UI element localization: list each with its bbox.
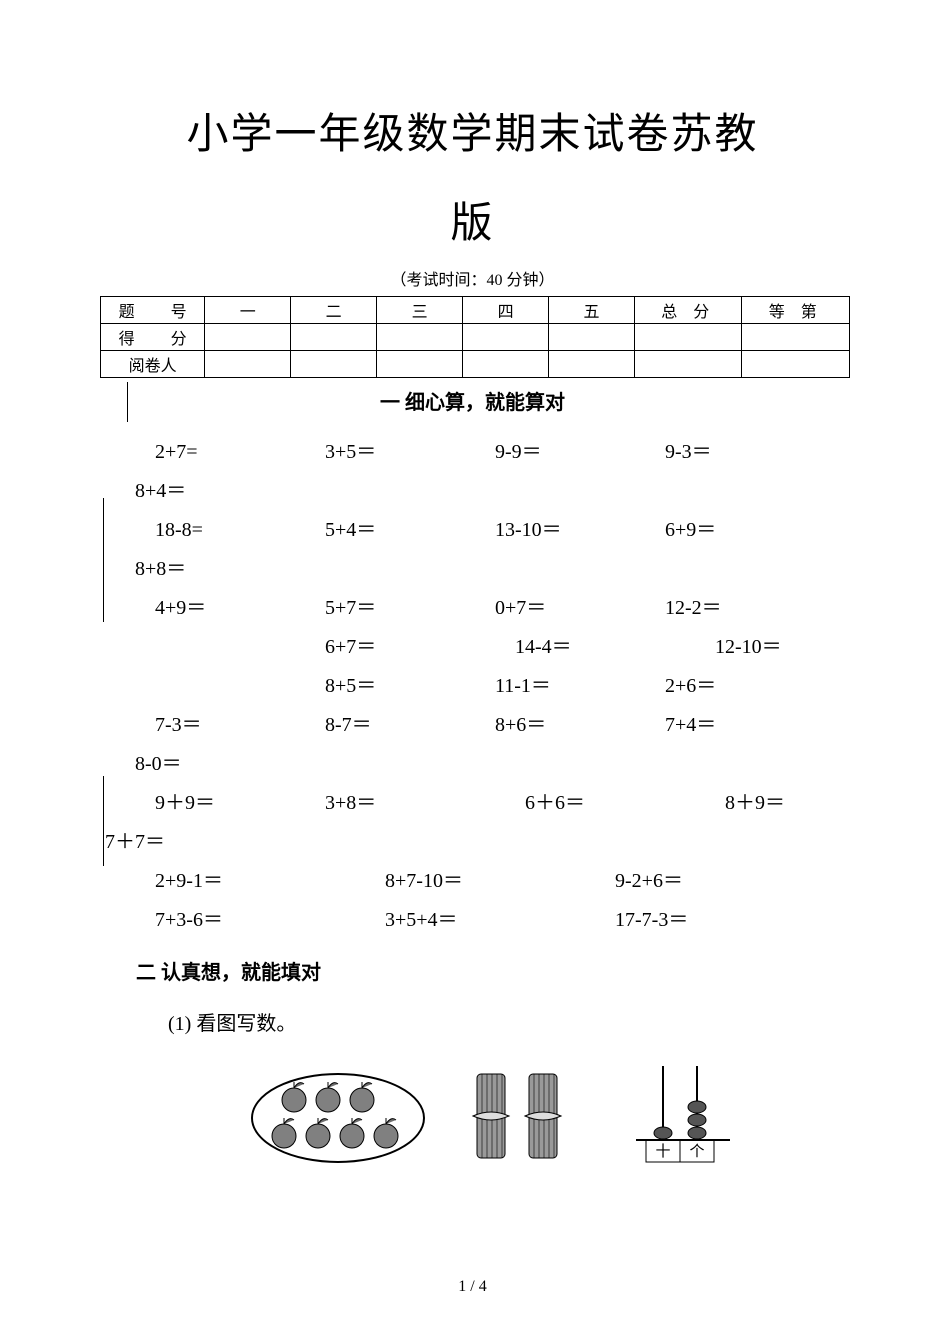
score-cell <box>463 351 549 378</box>
equation: 7＋7＝ <box>105 823 845 862</box>
equation: 12-10＝ <box>715 628 885 667</box>
equation-row: 2+7= 3+5＝ 9-9＝ 9-3＝ <box>155 433 845 472</box>
sticks-bundles-icon <box>463 1066 593 1166</box>
abacus-icon: 十 个 <box>628 1056 738 1166</box>
equation: 8+6＝ <box>495 706 665 745</box>
equation: 2+6＝ <box>665 667 835 706</box>
vertical-rule-3 <box>103 776 104 866</box>
row-label: 题 号 <box>101 297 205 324</box>
equation: 8-7＝ <box>325 706 495 745</box>
equation: 6＋6＝ <box>525 784 725 823</box>
row-label: 得 分 <box>101 324 205 351</box>
section-2-title: 二 认真想，就能填对 <box>136 956 845 985</box>
score-cell <box>377 351 463 378</box>
page-title-line2: 版 <box>100 189 845 250</box>
vertical-rule-2 <box>103 498 104 622</box>
equation: 11-1＝ <box>495 667 665 706</box>
equation-row: 8+5＝ 11-1＝ 2+6＝ <box>325 667 845 706</box>
equation-row: 7-3＝ 8-7＝ 8+6＝ 7+4＝ <box>155 706 845 745</box>
equation-row: 18-8= 5+4＝ 13-10＝ 6+9＝ <box>155 511 845 550</box>
equation-row: 2+9-1＝ 8+7-10＝ 9-2+6＝ <box>155 862 845 901</box>
col-header: 一 <box>205 297 291 324</box>
score-cell <box>463 324 549 351</box>
page-number: 1 / 4 <box>0 1278 945 1296</box>
equation-row: 9＋9＝ 3+8＝ 6＋6＝ 8＋9＝ <box>155 784 845 823</box>
equation: 2+9-1＝ <box>155 862 385 901</box>
equation: 7+4＝ <box>665 706 835 745</box>
equation: 18-8= <box>155 511 325 550</box>
apples-figure-icon <box>248 1070 428 1166</box>
equation-row: 4+9＝ 5+7＝ 0+7＝ 12-2＝ <box>155 589 845 628</box>
equation: 14-4＝ <box>515 628 715 667</box>
equation: 5+7＝ <box>325 589 495 628</box>
score-cell <box>205 324 291 351</box>
score-cell <box>549 324 635 351</box>
equation: 3+5+4＝ <box>385 901 615 940</box>
table-row: 得 分 <box>101 324 850 351</box>
col-header: 四 <box>463 297 549 324</box>
equation: 9-3＝ <box>665 433 835 472</box>
score-cell <box>742 351 850 378</box>
equation: 13-10＝ <box>495 511 665 550</box>
question-1-label: (1) 看图写数。 <box>168 1007 845 1036</box>
equation: 8+5＝ <box>325 667 495 706</box>
equation-block: 2+7= 3+5＝ 9-9＝ 9-3＝ 8+4＝ 18-8= 5+4＝ 13-1… <box>155 433 845 940</box>
equation: 5+4＝ <box>325 511 495 550</box>
figure-row: 十 个 <box>230 1056 755 1166</box>
equation-row: 6+7＝ 14-4＝ 12-10＝ <box>325 628 845 667</box>
col-header: 二 <box>291 297 377 324</box>
table-row: 题 号 一 二 三 四 五 总 分 等 第 <box>101 297 850 324</box>
col-header: 五 <box>549 297 635 324</box>
col-header: 三 <box>377 297 463 324</box>
equation: 3+5＝ <box>325 433 495 472</box>
equation: 17-7-3＝ <box>615 901 845 940</box>
equation: 8＋9＝ <box>725 784 895 823</box>
equation: 8+7-10＝ <box>385 862 615 901</box>
score-cell <box>549 351 635 378</box>
score-cell <box>377 324 463 351</box>
equation: 7-3＝ <box>155 706 325 745</box>
equation: 6+9＝ <box>665 511 835 550</box>
equation: 3+8＝ <box>325 784 525 823</box>
abacus-ten-label: 十 <box>655 1143 670 1160</box>
col-header: 等 第 <box>742 297 850 324</box>
score-cell <box>635 324 742 351</box>
equation: 9-9＝ <box>495 433 665 472</box>
row-label: 阅卷人 <box>101 351 205 378</box>
col-header: 总 分 <box>635 297 742 324</box>
vertical-rule-1 <box>127 382 128 422</box>
equation: 6+7＝ <box>325 628 515 667</box>
equation: 4+9＝ <box>155 589 325 628</box>
equation: 7+3-6＝ <box>155 901 385 940</box>
equation: 0+7＝ <box>495 589 665 628</box>
equation: 8+8＝ <box>135 550 845 589</box>
score-cell <box>635 351 742 378</box>
section-1-title: 一 细心算，就能算对 <box>100 386 845 415</box>
equation: 2+7= <box>155 433 325 472</box>
equation-row: 7+3-6＝ 3+5+4＝ 17-7-3＝ <box>155 901 845 940</box>
score-cell <box>291 351 377 378</box>
page-title-line1: 小学一年级数学期末试卷苏教 <box>100 100 845 161</box>
score-cell <box>742 324 850 351</box>
table-row: 阅卷人 <box>101 351 850 378</box>
score-cell <box>205 351 291 378</box>
exam-duration: （考试时间：40 分钟） <box>100 266 845 290</box>
score-table: 题 号 一 二 三 四 五 总 分 等 第 得 分 阅卷人 <box>100 296 850 378</box>
equation: 8+4＝ <box>135 472 845 511</box>
equation: 8-0＝ <box>135 745 845 784</box>
equation: 9＋9＝ <box>155 784 325 823</box>
abacus-one-label: 个 <box>689 1143 704 1160</box>
score-cell <box>291 324 377 351</box>
equation: 12-2＝ <box>665 589 835 628</box>
equation: 9-2+6＝ <box>615 862 845 901</box>
